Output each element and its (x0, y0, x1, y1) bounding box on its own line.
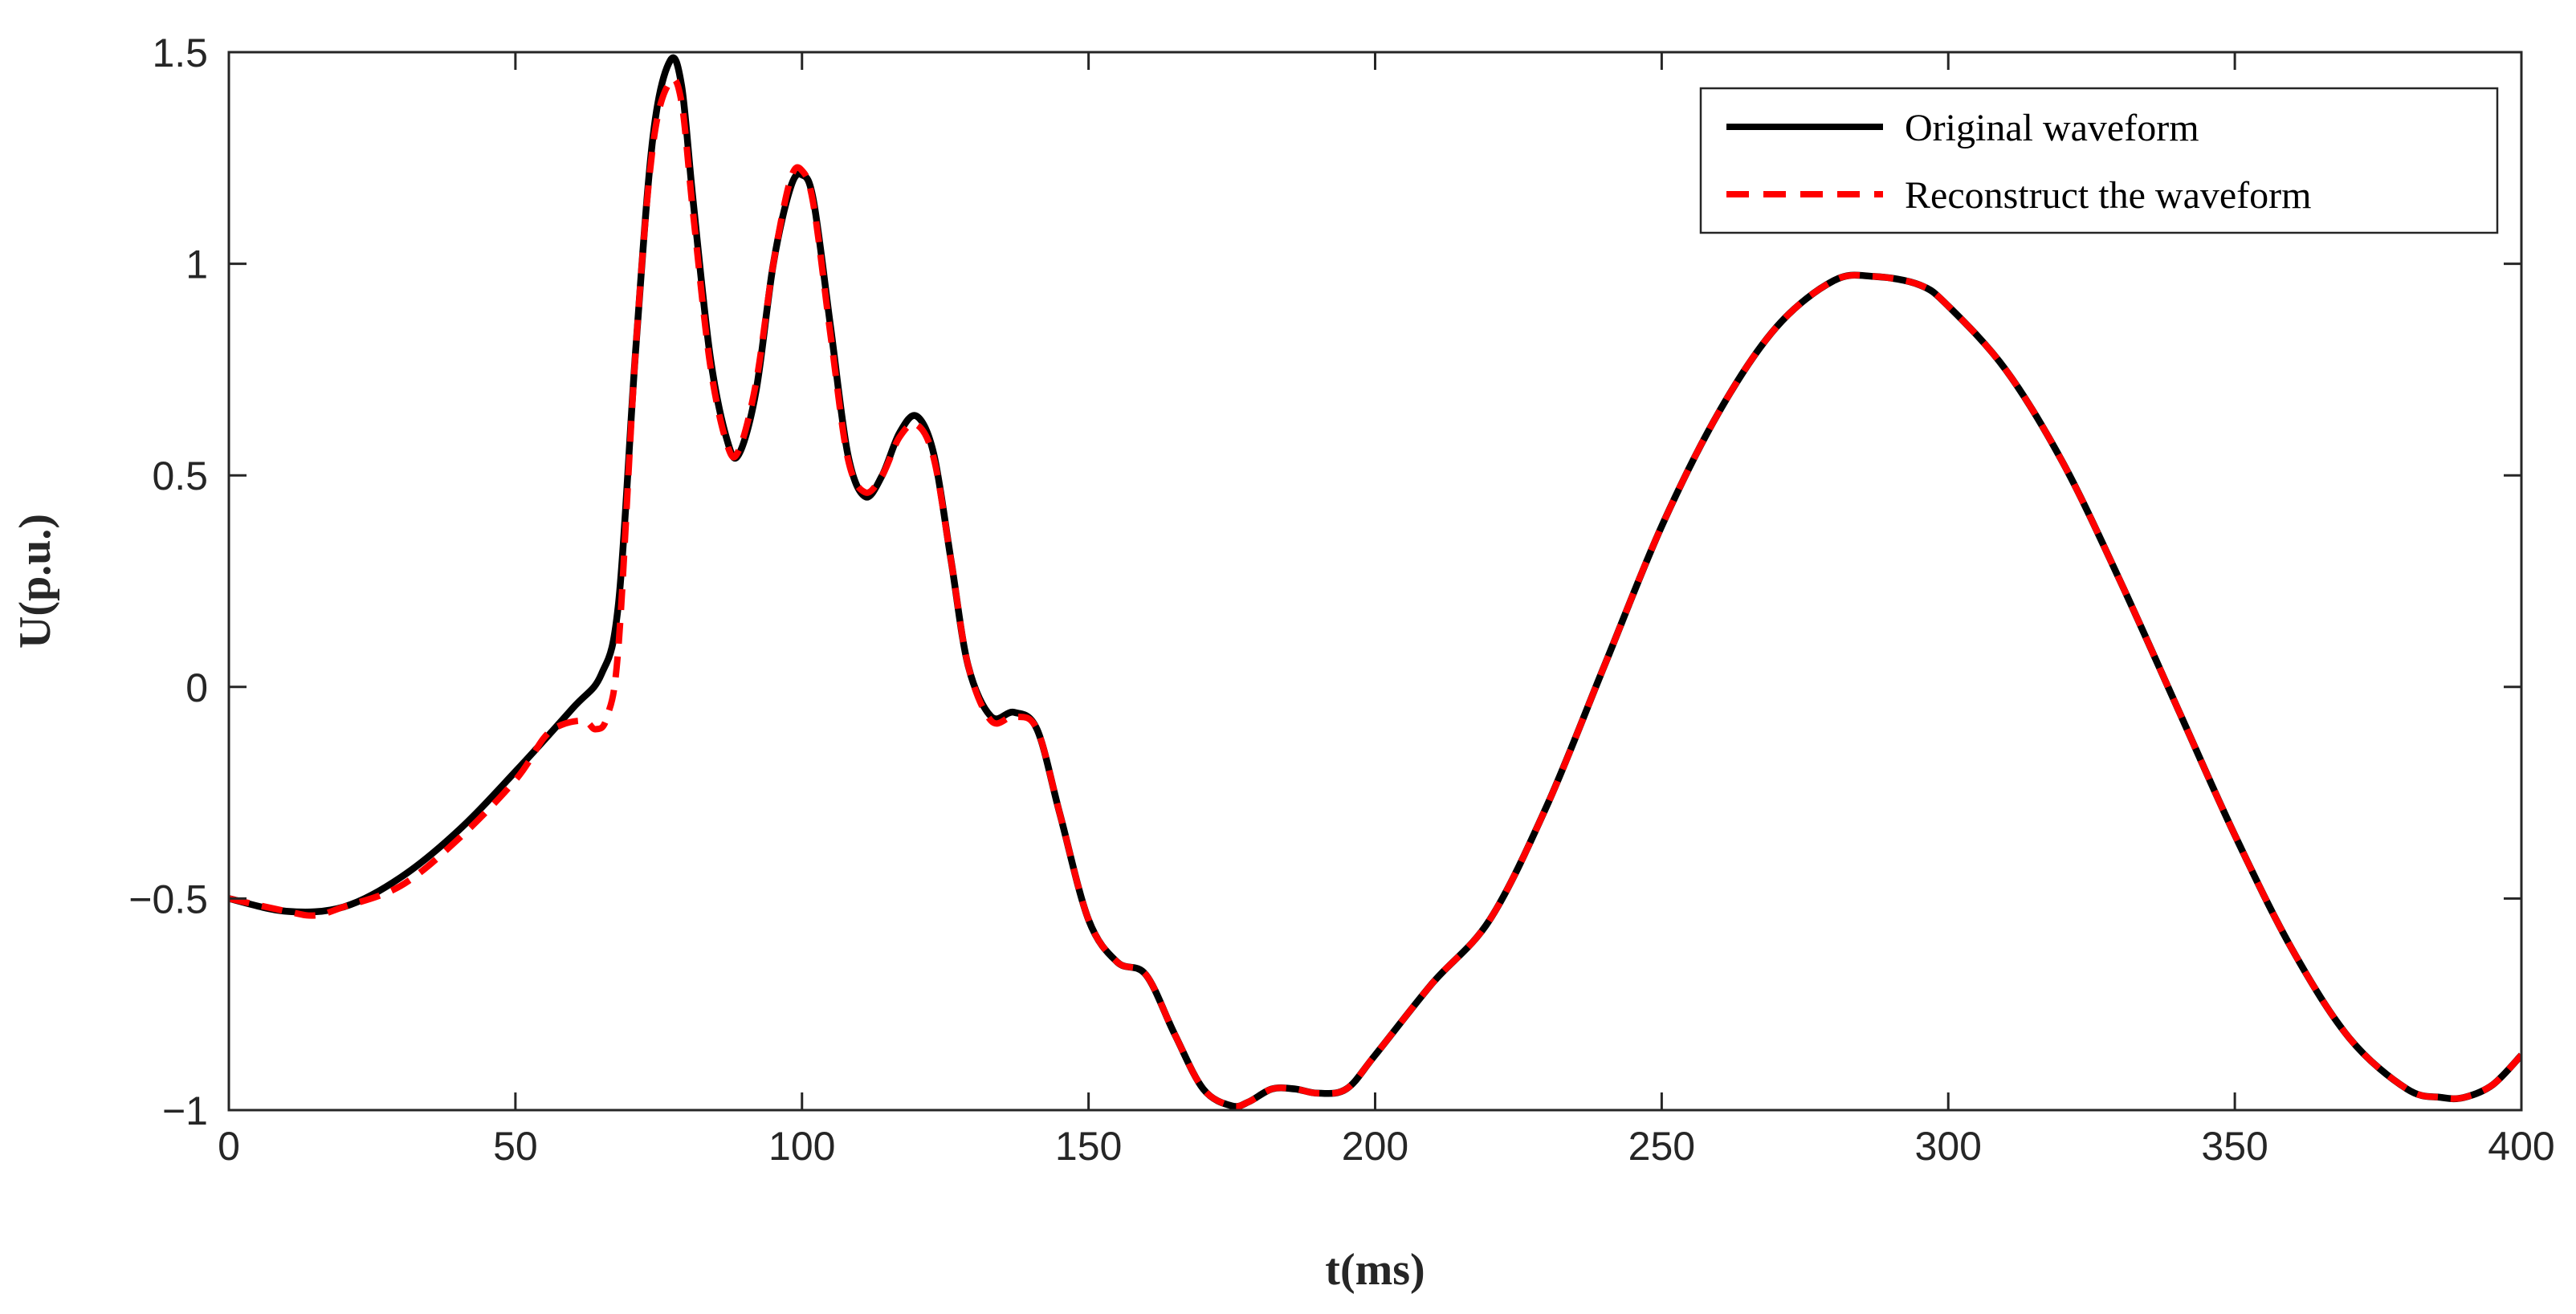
legend-box (1699, 87, 2499, 234)
legend-label-original: Original waveform (1905, 107, 2199, 149)
series-line-reconstructed (229, 75, 2521, 1110)
y-tick-label: −0.5 (128, 877, 208, 921)
x-tick-label: 150 (1055, 1124, 1122, 1169)
x-tick-label: 400 (2488, 1124, 2554, 1169)
y-tick-label: 1.5 (152, 31, 208, 75)
y-tick-label: 1 (185, 242, 208, 287)
y-tick-label: −1 (162, 1088, 208, 1133)
x-tick-label: 350 (2201, 1124, 2268, 1169)
legend: Original waveform Reconstruct the wavefo… (1699, 87, 2499, 234)
y-tick-label: 0 (185, 665, 208, 710)
x-tick-label: 100 (768, 1124, 835, 1169)
legend-label-reconstructed: Reconstruct the waveform (1905, 174, 2311, 217)
y-tick-label: 0.5 (152, 454, 208, 498)
ticks-layer: 0 50 100 150 200 250 300 350 400 −1 −0.5 0 0.5 1 1.5 (128, 31, 2554, 1169)
x-tick-label: 200 (1342, 1124, 1408, 1169)
x-tick-label: 50 (493, 1124, 538, 1169)
series-layer (229, 54, 2521, 1110)
x-tick-label: 0 (218, 1124, 240, 1169)
y-axis-title: U(p.u.) (10, 514, 60, 649)
x-tick-label: 300 (1915, 1124, 1982, 1169)
x-tick-label: 250 (1628, 1124, 1695, 1169)
x-axis-title: t(ms) (1325, 1245, 1425, 1295)
